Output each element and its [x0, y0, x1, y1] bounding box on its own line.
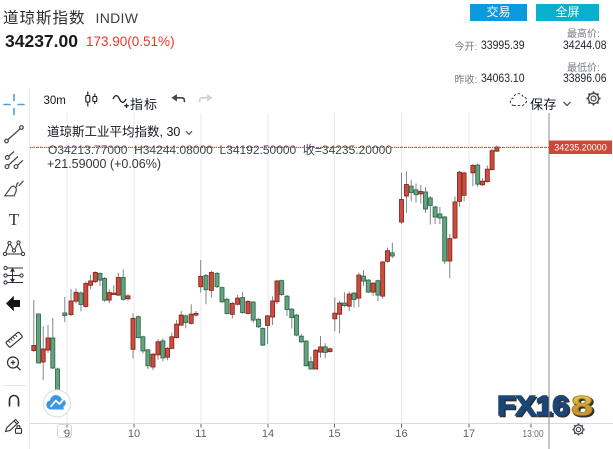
- svg-text:FX16: FX16: [497, 390, 569, 421]
- svg-text:8: 8: [573, 392, 595, 423]
- svg-text:8: 8: [571, 390, 593, 421]
- svg-text:34235.20000: 34235.20000: [554, 142, 607, 152]
- svg-text:T: T: [9, 210, 20, 229]
- svg-text:FX16: FX16: [499, 392, 571, 423]
